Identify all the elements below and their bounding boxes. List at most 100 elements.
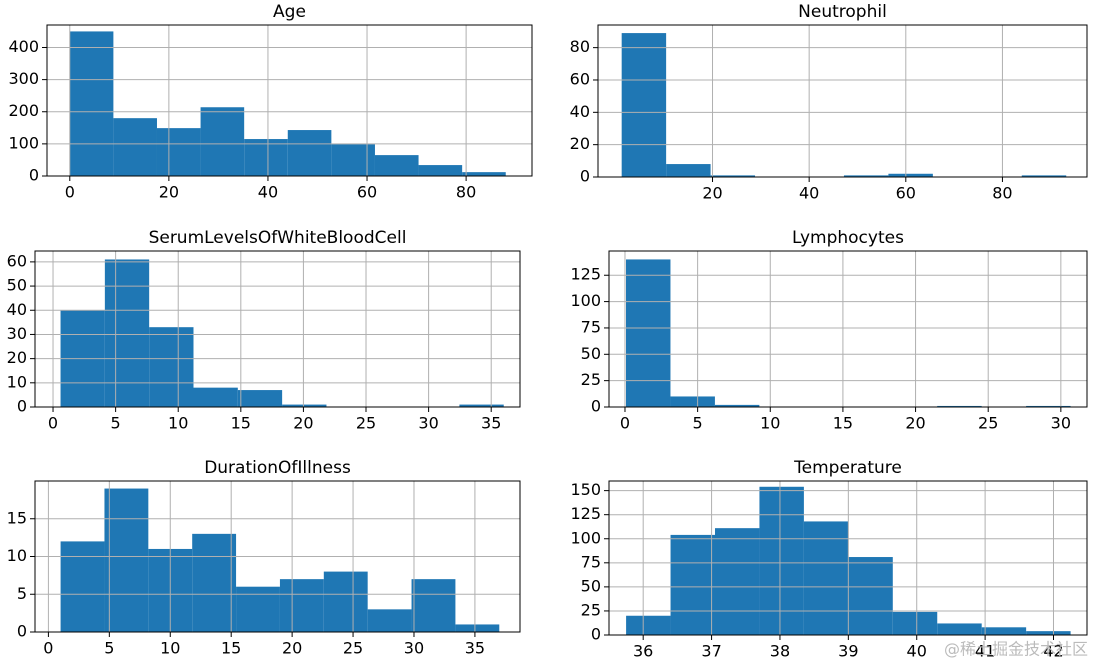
bar (455, 624, 500, 632)
x-tick-label: 15 (231, 414, 251, 433)
x-tick-label: 36 (633, 642, 653, 661)
plot-frame (46, 24, 533, 177)
bar (104, 488, 149, 632)
x-tick-label: 30 (404, 639, 424, 658)
bar (843, 175, 889, 177)
y-tick-label: 25 (581, 600, 601, 619)
y-tick-label: 125 (570, 265, 601, 284)
bar (462, 172, 506, 176)
y-tick-label: 30 (7, 324, 27, 343)
x-tick-label: 80 (456, 183, 476, 202)
y-tick-label: 25 (581, 370, 601, 389)
bar (1021, 175, 1067, 177)
x-tick-label: 60 (896, 184, 916, 203)
x-tick-label: 20 (702, 184, 722, 203)
x-tick-label: 35 (481, 414, 501, 433)
x-tick-label: 41 (975, 642, 995, 661)
x-tick-label: 0 (43, 639, 53, 658)
bar (848, 557, 893, 635)
x-tick-label: 5 (693, 414, 703, 433)
y-tick-label: 40 (7, 300, 27, 319)
plot-frame (597, 24, 1088, 178)
y-tick-label: 400 (8, 37, 39, 56)
x-tick-label: 0 (65, 183, 75, 202)
y-tick-label: 15 (7, 508, 27, 527)
y-tick-label: 50 (7, 276, 27, 295)
y-tick-label: 5 (17, 584, 27, 603)
bar (670, 396, 715, 407)
y-tick-label: 0 (29, 166, 39, 185)
x-tick-label: 20 (282, 639, 302, 658)
chart-title: Age (273, 2, 306, 22)
bar (323, 571, 368, 632)
bar (803, 521, 849, 635)
y-tick-label: 50 (581, 344, 601, 363)
bar (279, 579, 324, 632)
y-tick-label: 125 (570, 504, 601, 523)
bar (282, 404, 327, 407)
x-tick-label: 10 (760, 414, 780, 433)
chart-title: SerumLevelsOfWhiteBloodCell (149, 228, 407, 248)
plot-frame (608, 250, 1088, 408)
bar (626, 615, 671, 635)
bar (156, 128, 201, 176)
bar (714, 404, 760, 407)
y-tick-label: 0 (17, 397, 27, 416)
x-tick-label: 80 (992, 184, 1012, 203)
plot-frame (34, 480, 521, 633)
bar (625, 259, 671, 407)
bar (1026, 631, 1071, 635)
y-tick-label: 20 (7, 348, 27, 367)
bar (104, 259, 150, 407)
x-tick-label: 38 (770, 642, 790, 661)
chart-title: Neutrophil (798, 2, 887, 22)
x-tick-label: 25 (978, 414, 998, 433)
bar (459, 404, 504, 407)
x-tick-label: 35 (465, 639, 485, 658)
y-tick-label: 40 (570, 102, 590, 121)
y-tick-label: 50 (581, 576, 601, 595)
y-tick-label: 10 (7, 546, 27, 565)
y-tick-label: 75 (581, 552, 601, 571)
y-tick-label: 20 (570, 134, 590, 153)
bar (981, 627, 1027, 635)
bar (113, 118, 157, 176)
bar (714, 528, 760, 635)
bar (244, 139, 288, 176)
chart-title: Lymphocytes (792, 228, 904, 248)
x-tick-label: 30 (418, 414, 438, 433)
y-tick-label: 100 (570, 291, 601, 310)
plot-frame (608, 480, 1088, 636)
bar (411, 579, 456, 632)
x-tick-label: 37 (701, 642, 721, 661)
bar (937, 405, 982, 407)
bar (192, 533, 237, 632)
x-tick-label: 0 (48, 414, 58, 433)
bar (759, 486, 804, 635)
chart-title: Temperature (793, 458, 902, 478)
y-tick-label: 100 (570, 528, 601, 547)
y-tick-label: 0 (17, 622, 27, 641)
bar (60, 541, 105, 632)
x-tick-label: 5 (104, 639, 114, 658)
x-tick-label: 60 (357, 183, 377, 202)
x-tick-label: 10 (168, 414, 188, 433)
bar (236, 586, 280, 632)
bar (1026, 405, 1071, 407)
x-tick-label: 0 (620, 414, 630, 433)
y-tick-label: 100 (8, 133, 39, 152)
x-tick-label: 40 (907, 642, 927, 661)
y-tick-label: 60 (7, 251, 27, 270)
bar (331, 144, 375, 176)
x-tick-label: 25 (343, 639, 363, 658)
bar (670, 534, 715, 635)
bar (367, 609, 412, 632)
bar (69, 31, 114, 176)
bar (200, 107, 245, 176)
plot-frame (34, 250, 521, 408)
y-tick-label: 200 (8, 101, 39, 120)
x-tick-label: 15 (221, 639, 241, 658)
y-tick-label: 150 (570, 480, 601, 499)
x-tick-label: 20 (905, 414, 925, 433)
